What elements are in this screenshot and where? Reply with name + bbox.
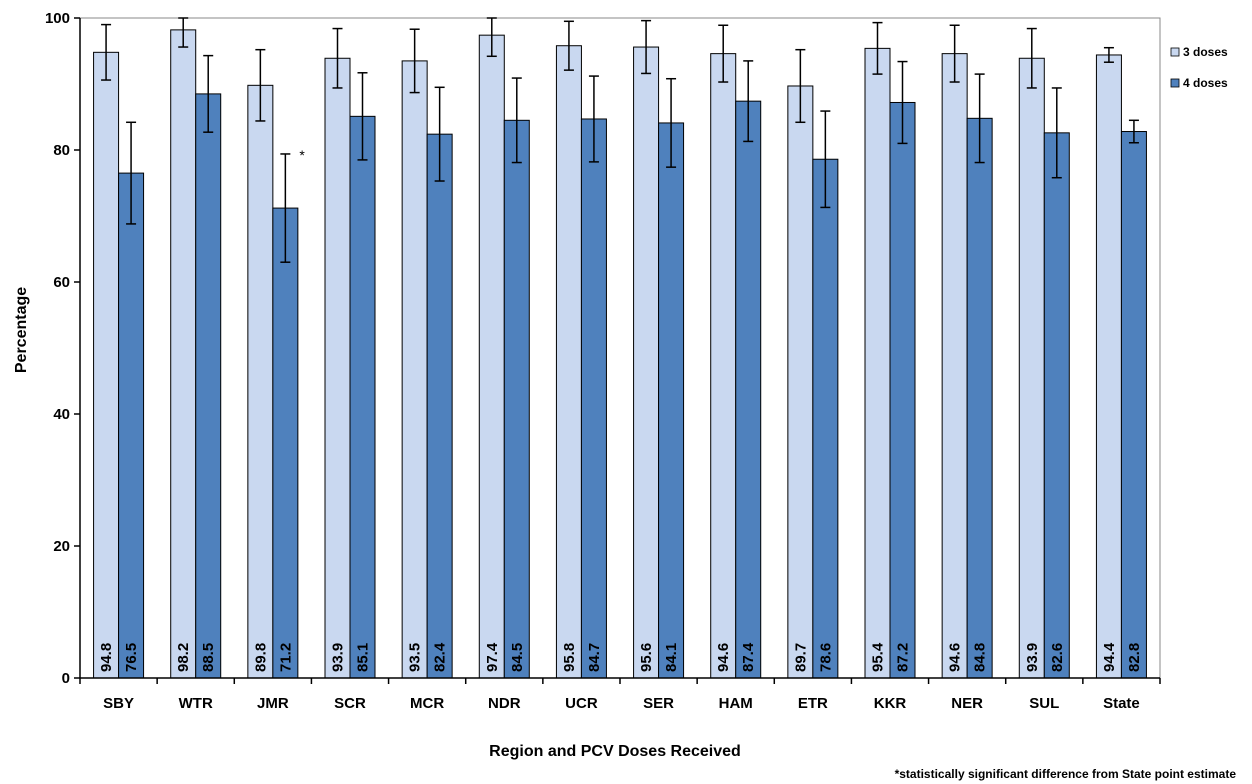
- bar-4-doses-kkr: [889, 101, 916, 679]
- significance-marker-jmr: *: [299, 147, 305, 163]
- value-label-3-doses-jmr: 89.8: [252, 643, 269, 672]
- value-label-4-doses-scr: 85.1: [355, 643, 372, 672]
- value-labels-layer: 94.8 76.5 98.2 88.5 89.8 71.2 93.9 85.1 93.5 82.4…: [98, 642, 1143, 672]
- value-label-4-doses-jmr: 71.2: [277, 643, 294, 672]
- value-label-4-doses-ner: 84.8: [972, 643, 989, 672]
- plot-area: [79, 17, 1161, 679]
- bar-3-doses-mcr: [401, 60, 428, 679]
- y-tick-label: 60: [53, 274, 70, 291]
- y-tick-label: 0: [62, 670, 70, 687]
- bar-4-doses-ucr: [580, 118, 607, 679]
- value-label-3-doses-wtr: 98.2: [175, 643, 192, 672]
- x-category-label-kkr: KKR: [874, 695, 907, 712]
- bar-3-doses-jmr: [247, 84, 274, 679]
- x-category-label-ser: SER: [643, 695, 674, 712]
- x-category-label-ndr: NDR: [488, 695, 521, 712]
- value-label-4-doses-mcr: 82.4: [432, 642, 449, 672]
- legend-swatch-3-doses: [1170, 47, 1180, 57]
- x-category-label-ner: NER: [951, 695, 983, 712]
- value-label-4-doses-etr: 78.6: [817, 643, 834, 672]
- value-label-3-doses-state: 94.4: [1101, 642, 1118, 672]
- value-label-3-doses-mcr: 93.5: [407, 643, 424, 672]
- value-label-4-doses-ndr: 84.5: [509, 643, 526, 672]
- x-category-label-state: State: [1103, 695, 1140, 712]
- x-category-label-sul: SUL: [1029, 695, 1059, 712]
- error-bars-layer: [101, 17, 1139, 263]
- value-label-3-doses-etr: 89.7: [792, 643, 809, 672]
- bar-4-doses-sby: [118, 172, 145, 679]
- bar-4-doses-ner: [966, 117, 993, 679]
- x-category-label-ham: HAM: [719, 695, 753, 712]
- value-label-3-doses-ndr: 97.4: [484, 642, 501, 672]
- bar-4-doses-mcr: [426, 133, 453, 679]
- y-tick-label: 20: [53, 538, 70, 555]
- x-category-label-scr: SCR: [334, 695, 366, 712]
- bar-3-doses-scr: [324, 57, 351, 679]
- x-category-label-ucr: UCR: [565, 695, 598, 712]
- value-label-3-doses-sul: 93.9: [1024, 643, 1041, 672]
- bar-4-doses-ndr: [503, 119, 530, 679]
- value-label-3-doses-kkr: 95.4: [870, 642, 887, 672]
- legend-label-4-doses: 4 doses: [1183, 76, 1228, 90]
- bar-3-doses-state: [1095, 54, 1122, 679]
- legend-swatch-4-doses: [1170, 78, 1180, 88]
- x-category-label-jmr: JMR: [257, 695, 289, 712]
- bar-3-doses-sby: [93, 51, 120, 679]
- footnote: *statistically significant difference fr…: [895, 767, 1237, 781]
- value-label-3-doses-ner: 94.6: [947, 643, 964, 672]
- bar-3-doses-etr: [787, 85, 814, 679]
- y-tick-label: 40: [53, 406, 70, 423]
- annotations-layer: *: [299, 147, 305, 163]
- bar-3-doses-kkr: [864, 47, 891, 679]
- y-axis-label: Percentage: [13, 287, 30, 373]
- value-label-4-doses-ucr: 84.7: [586, 643, 603, 672]
- value-label-4-doses-state: 82.8: [1126, 643, 1143, 672]
- x-axis-categories: SBY WTR JMR SCR MCR NDR UCR SER HAM ETR KKR NER SUL S…: [79, 678, 1161, 712]
- bar-4-doses-etr: [812, 158, 839, 679]
- bar-3-doses-ham: [710, 53, 737, 679]
- legend-label-3-doses: 3 doses: [1183, 45, 1228, 59]
- y-tick-label: 100: [45, 10, 70, 27]
- value-label-3-doses-sby: 94.8: [98, 643, 115, 672]
- bar-4-doses-sul: [1043, 132, 1070, 679]
- bar-3-doses-wtr: [170, 29, 197, 679]
- bar-4-doses-state: [1120, 131, 1147, 679]
- y-axis-ticks: 0 20 40 60 80 100: [45, 10, 80, 687]
- value-label-3-doses-ham: 94.6: [715, 643, 732, 672]
- value-label-4-doses-kkr: 87.2: [895, 643, 912, 672]
- x-category-label-mcr: MCR: [410, 695, 444, 712]
- bars-layer: [93, 29, 1147, 679]
- x-axis-label: Region and PCV Doses Received: [489, 743, 741, 760]
- value-label-4-doses-ham: 87.4: [740, 642, 757, 672]
- bar-4-doses-ham: [735, 100, 762, 679]
- bar-3-doses-ner: [941, 53, 968, 679]
- bar-3-doses-sul: [1018, 57, 1045, 679]
- bar-4-doses-scr: [349, 115, 376, 679]
- legend: 3 doses 4 doses: [1170, 45, 1228, 90]
- y-tick-label: 80: [53, 142, 70, 159]
- value-label-3-doses-scr: 93.9: [330, 643, 347, 672]
- value-label-4-doses-sul: 82.6: [1049, 643, 1066, 672]
- x-category-label-sby: SBY: [103, 695, 134, 712]
- value-label-3-doses-ucr: 95.8: [561, 643, 578, 672]
- value-label-3-doses-ser: 95.6: [638, 643, 655, 672]
- x-category-label-etr: ETR: [798, 695, 828, 712]
- bar-4-doses-ser: [658, 122, 685, 679]
- bar-4-doses-wtr: [195, 93, 222, 679]
- bar-3-doses-ndr: [478, 34, 505, 679]
- value-label-4-doses-ser: 84.1: [663, 643, 680, 672]
- bar-4-doses-jmr: [272, 207, 299, 679]
- value-label-4-doses-wtr: 88.5: [200, 643, 217, 672]
- bar-3-doses-ucr: [555, 45, 582, 679]
- value-label-4-doses-sby: 76.5: [123, 643, 140, 672]
- bar-3-doses-ser: [633, 46, 660, 679]
- x-category-label-wtr: WTR: [179, 695, 213, 712]
